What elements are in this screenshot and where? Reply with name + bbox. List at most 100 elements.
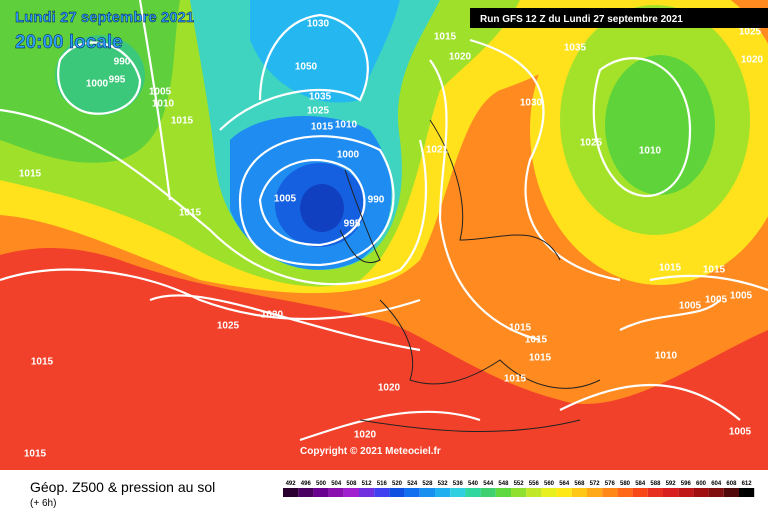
legend-label: 604: [711, 481, 722, 487]
isobar-label: 1020: [449, 52, 472, 63]
legend-label: 528: [422, 481, 433, 487]
legend-label: 584: [635, 481, 646, 487]
legend-swatch: [450, 488, 466, 497]
legend-swatch: [708, 488, 724, 497]
legend-swatch: [313, 488, 329, 497]
isobar-labels: 9909951000100510101015101510151030105010…: [19, 19, 764, 460]
isobar-label: 1010: [335, 120, 358, 131]
isobar-label: 1050: [295, 62, 318, 73]
legend-label: 596: [681, 481, 692, 487]
copyright: Copyright © 2021 Meteociel.fr: [300, 446, 441, 457]
isobar-label: 995: [109, 75, 126, 86]
legend-label: 580: [620, 481, 631, 487]
footer-subtitle: (+ 6h): [30, 498, 56, 509]
legend-label: 536: [453, 481, 464, 487]
isobar-label: 1005: [274, 194, 297, 205]
isobar-label: 1020: [741, 55, 764, 66]
isobar-label: 1030: [520, 98, 543, 109]
legend-label: 532: [438, 481, 449, 487]
legend-label: 560: [544, 481, 555, 487]
isobar-label: 1015: [525, 335, 548, 346]
isobar-label: 1015: [179, 208, 202, 219]
legend-swatch: [693, 488, 709, 497]
legend-label: 556: [529, 481, 540, 487]
run-info: Run GFS 12 Z du Lundi 27 septembre 2021: [480, 14, 683, 25]
isobar-label: 1010: [152, 99, 175, 110]
legend-swatch: [298, 488, 314, 497]
legend-swatch: [465, 488, 481, 497]
isobar-label: 1020: [354, 430, 377, 441]
legend-swatch: [647, 488, 663, 497]
isobar-label: 1020: [261, 310, 284, 321]
isobar-label: 1005: [149, 87, 172, 98]
legend-label: 568: [574, 481, 585, 487]
legend-label: 508: [346, 481, 357, 487]
legend-label: 524: [407, 481, 418, 487]
legend-label: 548: [498, 481, 509, 487]
isobar-label: 1010: [655, 351, 678, 362]
map-time: 20:00 locale: [15, 32, 123, 53]
isobar-label: 1025: [307, 106, 330, 117]
isobar-label: 995: [344, 219, 361, 230]
legend-label: 588: [650, 481, 661, 487]
legend-label: 516: [377, 481, 388, 487]
isobar-label: 1015: [703, 265, 726, 276]
legend-swatch: [419, 488, 435, 497]
isobar-label: 990: [114, 57, 131, 68]
legend-label: 496: [301, 481, 312, 487]
legend-label: 600: [696, 481, 707, 487]
legend-swatch: [511, 488, 527, 497]
legend-label: 552: [514, 481, 525, 487]
isobar-label: 1000: [86, 79, 109, 90]
isobar-label: 1025: [217, 321, 240, 332]
legend-swatch: [526, 488, 542, 497]
legend-swatch: [632, 488, 648, 497]
isobar-label: 1005: [729, 427, 752, 438]
isobar-label: 1015: [311, 122, 334, 133]
isobar-label: 1030: [307, 19, 330, 30]
legend-swatch: [556, 488, 572, 497]
legend-label: 612: [742, 481, 753, 487]
isobar-label: 1035: [309, 92, 332, 103]
legend-swatch: [723, 488, 739, 497]
footer-title: Géop. Z500 & pression au sol: [30, 479, 215, 495]
run-box: [470, 8, 768, 28]
legend-label: 564: [559, 481, 570, 487]
legend-label: 608: [726, 481, 737, 487]
map-date: Lundi 27 septembre 2021: [15, 9, 194, 26]
isobar-label: 1005: [705, 295, 728, 306]
coastlines: [339, 119, 601, 433]
isobar-label: 1025: [739, 27, 762, 38]
legend-swatch: [283, 488, 299, 497]
legend-swatch: [602, 488, 618, 497]
legend-swatch: [541, 488, 557, 497]
legend-swatch: [343, 488, 359, 497]
legend-swatch: [571, 488, 587, 497]
legend-label: 492: [286, 481, 297, 487]
legend-label: 540: [468, 481, 479, 487]
isobar-label: 1015: [434, 32, 457, 43]
legend-swatch: [435, 488, 451, 497]
legend-label: 576: [605, 481, 616, 487]
isobar-label: 1000: [337, 150, 360, 161]
color-legend: 492 496 500 504 508 512 516 520 524 528 532 536 540 5…: [283, 481, 755, 497]
legend-swatch: [587, 488, 603, 497]
legend-label: 512: [362, 481, 373, 487]
legend-swatch: [374, 488, 390, 497]
legend-label: 504: [331, 481, 342, 487]
isobar-label: 1035: [564, 43, 587, 54]
isobars: [0, 0, 768, 442]
isobar-label: 1010: [639, 146, 662, 157]
isobar-label: 1015: [24, 449, 47, 460]
isobar-label: 1015: [529, 353, 552, 364]
legend-label: 544: [483, 481, 494, 487]
legend-swatch: [328, 488, 344, 497]
legend-swatch: [495, 488, 511, 497]
isobar-label: 1015: [31, 357, 54, 368]
isobar-label: 1005: [730, 291, 753, 302]
legend-label: 592: [666, 481, 677, 487]
z500-field: [0, 0, 768, 470]
legend-swatch: [663, 488, 679, 497]
isobar-label: 1015: [19, 169, 42, 180]
legend-swatch: [739, 488, 755, 497]
